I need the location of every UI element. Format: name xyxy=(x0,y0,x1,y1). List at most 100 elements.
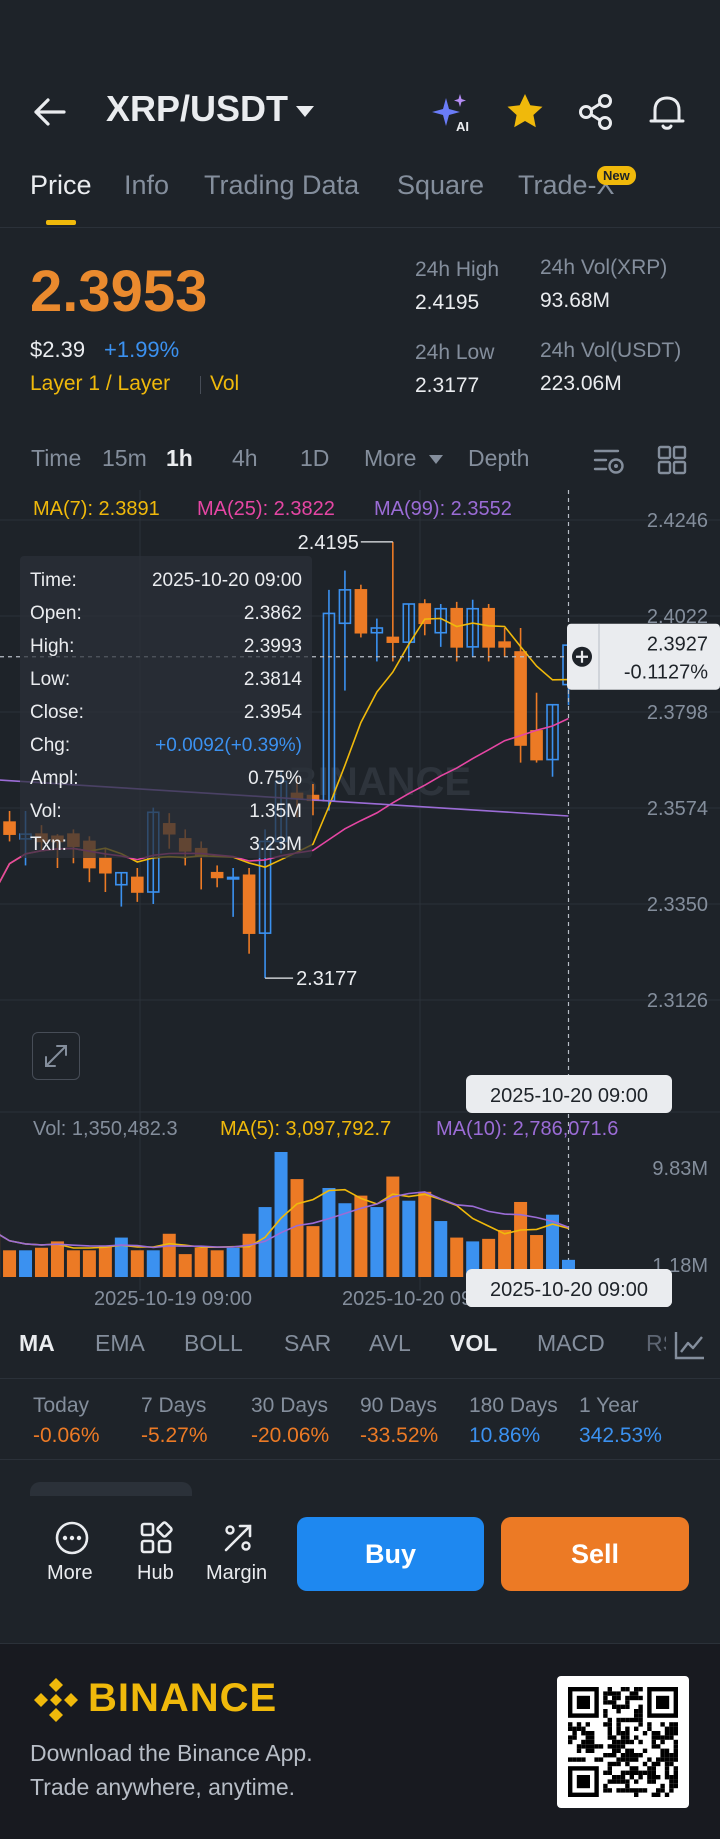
timeframe-4h[interactable]: 4h xyxy=(232,445,258,471)
indicator-vol[interactable]: VOL xyxy=(450,1330,498,1356)
chevron-down-icon[interactable] xyxy=(296,106,314,117)
vol-tag[interactable]: Vol xyxy=(199,372,240,395)
more-dots-icon xyxy=(55,1521,89,1555)
perf-value-30d: -20.06% xyxy=(251,1424,330,1447)
indicator-chart-icon[interactable] xyxy=(672,1328,708,1362)
candle-body xyxy=(3,821,16,835)
tab-square[interactable]: Square xyxy=(397,170,485,200)
collapsed-panel-handle[interactable] xyxy=(30,1482,192,1496)
binance-logo-icon xyxy=(34,1678,78,1722)
price-chart[interactable]: 2.42462.40222.37982.35742.33502.3126BINA… xyxy=(0,490,720,1310)
hub-button[interactable] xyxy=(136,1518,176,1558)
perf-value-1y: 342.53% xyxy=(579,1424,662,1447)
volume-bar xyxy=(3,1250,17,1277)
timeframe-15m[interactable]: 15m xyxy=(102,445,147,471)
indicator-ma[interactable]: MA xyxy=(19,1330,55,1356)
buy-button[interactable]: Buy xyxy=(297,1517,484,1591)
ai-button[interactable]: AI xyxy=(430,90,474,134)
more-label[interactable]: More xyxy=(47,1562,93,1584)
tooltip-row: Txn: 3.23M xyxy=(30,834,302,855)
volume-bar xyxy=(50,1241,64,1277)
crosshair-time-box xyxy=(466,1269,672,1307)
depth-tab[interactable]: Depth xyxy=(468,445,530,471)
back-button[interactable] xyxy=(30,94,70,130)
margin-label[interactable]: Margin xyxy=(206,1562,268,1584)
active-tab-indicator xyxy=(46,220,76,225)
volume-bar xyxy=(210,1250,224,1277)
back-arrow-icon xyxy=(34,98,66,126)
volume-bar xyxy=(130,1250,144,1277)
vol-ma5-legend: MA(5): 3,097,792.7 xyxy=(220,1118,392,1140)
volume-bar xyxy=(66,1250,80,1277)
volume-bar xyxy=(546,1214,560,1277)
fullscreen-button[interactable] xyxy=(32,1032,80,1080)
indicator-boll[interactable]: BOLL xyxy=(184,1330,243,1356)
volume-bar xyxy=(242,1233,256,1277)
perf-label-90d: 90 Days xyxy=(360,1394,438,1417)
perf-label-30d: 30 Days xyxy=(251,1394,329,1417)
candle-body xyxy=(386,636,400,643)
volume-bar xyxy=(226,1247,240,1277)
high-value: 2.4195 xyxy=(415,291,480,314)
indicator-macd[interactable]: MACD xyxy=(537,1330,605,1356)
more-button[interactable] xyxy=(52,1518,92,1558)
margin-button[interactable] xyxy=(218,1518,258,1558)
candle-body xyxy=(370,627,384,634)
notification-button[interactable] xyxy=(645,90,689,134)
volume-bar xyxy=(466,1241,480,1277)
footer-line-2: Trade anywhere, anytime. xyxy=(30,1774,296,1800)
hub-icon xyxy=(140,1521,173,1554)
vol-legend: Vol: 1,350,482.3 xyxy=(33,1118,178,1140)
timeframe-more[interactable]: More xyxy=(364,445,417,471)
pair-selector[interactable]: XRP/USDT xyxy=(106,88,289,129)
indicator-sar[interactable]: SAR xyxy=(284,1330,332,1356)
vol-quote-label: 24h Vol(USDT) xyxy=(540,339,682,362)
tooltip-row: Chg: +0.0092(+0.39%) xyxy=(30,735,302,756)
divider xyxy=(0,1378,720,1379)
candle-body xyxy=(514,651,527,746)
perf-value-180d: 10.86% xyxy=(469,1424,541,1447)
hub-label[interactable]: Hub xyxy=(137,1562,174,1584)
volume-bar xyxy=(274,1152,288,1277)
favorite-button[interactable] xyxy=(503,90,547,134)
timeframe-1d[interactable]: 1D xyxy=(300,445,330,471)
candle-body xyxy=(131,876,144,893)
vol-base-value: 93.68M xyxy=(540,289,611,312)
divider xyxy=(0,1459,720,1460)
timeframe-1h[interactable]: 1h xyxy=(166,445,193,471)
indicator-avl[interactable]: AVL xyxy=(369,1330,411,1356)
expand-icon xyxy=(45,1045,67,1067)
price-axis-label: 2.3350 xyxy=(647,894,708,916)
tab-trading-data[interactable]: Trading Data xyxy=(204,170,360,200)
indicator-ema[interactable]: EMA xyxy=(95,1330,145,1356)
share-button[interactable] xyxy=(574,90,618,134)
volume-bar xyxy=(98,1246,112,1277)
volume-bar xyxy=(498,1229,512,1277)
perf-value-today: -0.06% xyxy=(33,1424,100,1447)
volume-bar xyxy=(162,1233,176,1277)
volume-bar xyxy=(146,1250,160,1277)
tab-price[interactable]: Price xyxy=(30,170,92,200)
high-mark-label: 2.4195 xyxy=(298,532,359,554)
main-tabs: Price Info Trading Data Square Trade-X xyxy=(0,170,720,228)
volume-bar xyxy=(402,1200,416,1277)
price-axis-label: 2.4022 xyxy=(647,606,708,628)
chart-settings-icon[interactable] xyxy=(592,443,626,477)
x-axis-label: 2025-10-19 09:00 xyxy=(94,1288,252,1310)
sell-button[interactable]: Sell xyxy=(501,1517,689,1591)
margin-icon xyxy=(224,1524,252,1552)
layout-grid-icon[interactable] xyxy=(655,443,689,477)
bell-icon xyxy=(649,96,685,130)
tab-info[interactable]: Info xyxy=(124,170,170,200)
volume-bar xyxy=(338,1203,352,1277)
download-qr-code[interactable] xyxy=(557,1676,689,1808)
ma7-legend: MA(7): 2.3891 xyxy=(33,498,160,520)
category-tag[interactable]: Layer 1 / Layer xyxy=(30,372,171,395)
timeframe-time[interactable]: Time xyxy=(31,445,82,471)
low-label: 24h Low xyxy=(415,341,495,364)
candle-body xyxy=(546,703,559,761)
tooltip-row: Ampl: 0.75% xyxy=(30,768,302,789)
volume-bar xyxy=(82,1250,96,1277)
tooltip-row: Close: 2.3954 xyxy=(30,702,302,723)
usd-price: $2.39 xyxy=(30,337,86,362)
